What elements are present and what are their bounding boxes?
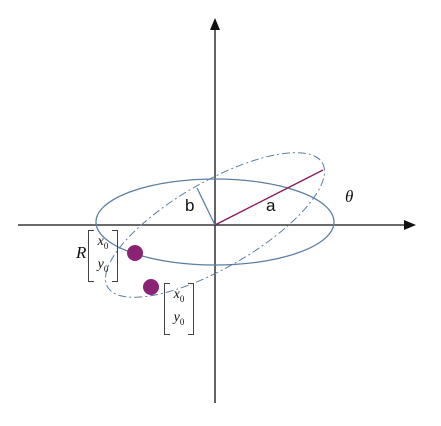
original-point: [143, 279, 159, 295]
original-x-subscript: 0: [179, 293, 185, 304]
rotated-y-label: y: [97, 257, 104, 272]
semi-minor-label: b: [185, 196, 195, 215]
original-vector-matrix: x0 y0: [164, 283, 194, 335]
ellipse: [95, 178, 335, 266]
rotated-x-subscript: 0: [103, 240, 109, 251]
semi-major-label: a: [266, 196, 276, 215]
original-y-subscript: 0: [179, 316, 185, 327]
angle-label: θ: [345, 187, 354, 206]
rotated-point: [127, 245, 143, 261]
semi-minor-axis-line: [196, 187, 216, 226]
original-x-label: x: [173, 287, 180, 302]
rotated-x-label: x: [97, 234, 104, 249]
original-y-label: y: [173, 310, 180, 325]
semi-major-axis-line: [214, 169, 324, 226]
rotation-label: R: [76, 243, 87, 262]
rotated-y-subscript: 0: [103, 263, 109, 274]
rotated-ellipse: [104, 152, 326, 298]
rotated-vector-matrix: x0 y0: [88, 230, 118, 282]
